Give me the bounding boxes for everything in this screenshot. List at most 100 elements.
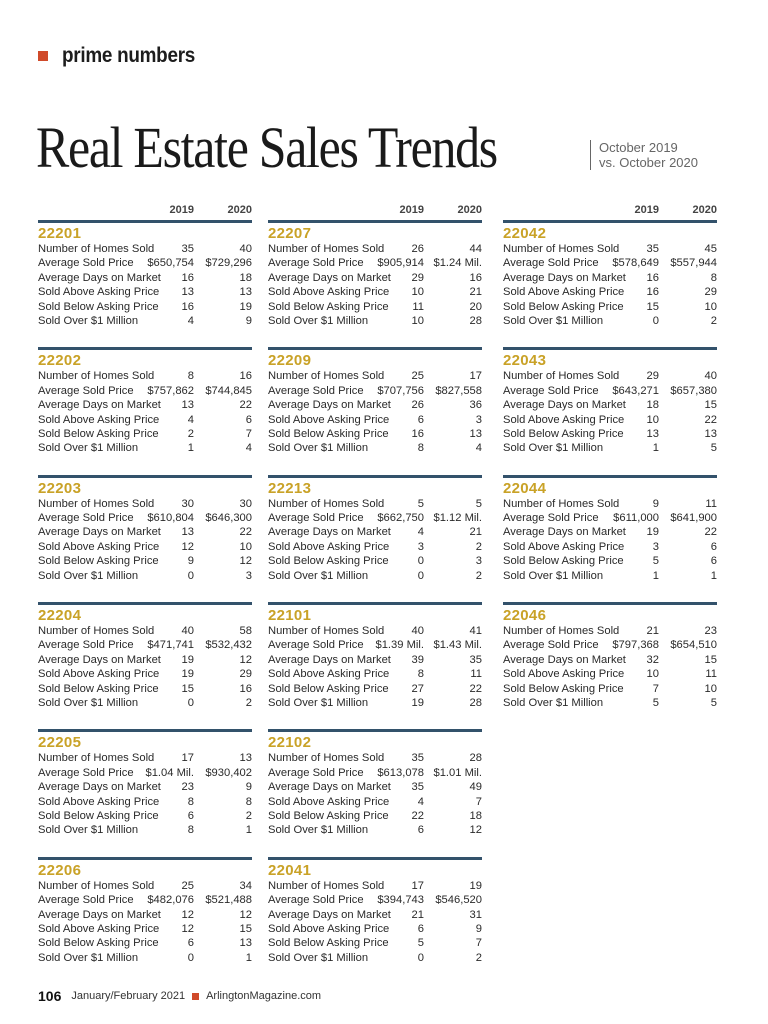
website-link[interactable]: ArlingtonMagazine.com xyxy=(206,990,322,1002)
value-2019: 10 xyxy=(411,286,424,299)
stat-row: Sold Below Asking Price 27 22 xyxy=(268,682,482,696)
stat-row: Number of Homes Sold 40 58 xyxy=(38,624,252,638)
value-2019: $613,078 xyxy=(377,766,424,779)
stat-label: Average Days on Market xyxy=(503,653,626,666)
stat-row: Number of Homes Sold 5 5 xyxy=(268,497,482,511)
value-2020: 12 xyxy=(239,555,252,568)
stat-row: Sold Below Asking Price 13 13 xyxy=(503,427,717,441)
value-2019: 4 xyxy=(187,413,194,426)
page-number: 106 xyxy=(38,988,62,1004)
stat-label: Sold Below Asking Price xyxy=(268,427,389,440)
stat-label: Sold Above Asking Price xyxy=(268,286,390,299)
value-2019: 8 xyxy=(417,668,424,681)
divider-rule xyxy=(268,347,482,351)
stat-row: Sold Below Asking Price 11 20 xyxy=(268,300,482,314)
subtitle-line1: October 2019 xyxy=(599,140,678,155)
value-2020: 29 xyxy=(704,286,717,299)
value-2020: 7 xyxy=(245,427,252,440)
value-2020: $930,402 xyxy=(205,766,252,779)
stat-row: Average Sold Price $650,754 $729,296 xyxy=(38,256,252,270)
stat-label: Average Sold Price xyxy=(38,766,134,779)
value-2020: 6 xyxy=(710,540,717,553)
zip-stats-block: 22209 Number of Homes Sold 25 17 Average Sol… xyxy=(268,347,482,455)
stat-row: Average Days on Market 23 9 xyxy=(38,780,252,794)
stat-label: Average Sold Price xyxy=(503,639,599,652)
value-2019: $1.39 Mil. xyxy=(375,639,424,652)
value-2020: 40 xyxy=(704,370,717,383)
value-2019: 5 xyxy=(417,497,424,510)
value-2019: 4 xyxy=(417,795,424,808)
stat-row: Sold Below Asking Price 9 12 xyxy=(38,554,252,568)
value-2019: 6 xyxy=(187,937,194,950)
zip-stats-block: 22043 Number of Homes Sold 29 40 Average Sol… xyxy=(503,347,717,455)
stat-label: Sold Above Asking Price xyxy=(503,668,625,681)
value-2019: 0 xyxy=(187,696,194,709)
zip-stats-block: 22042 Number of Homes Sold 35 45 Average Sol… xyxy=(503,220,717,328)
stat-row: Average Sold Price $578,649 $557,944 xyxy=(503,256,717,270)
value-2020: $1.12 Mil. xyxy=(433,512,482,525)
stat-label: Number of Homes Sold xyxy=(38,752,155,765)
stat-label: Sold Below Asking Price xyxy=(268,555,389,568)
stat-label: Average Days on Market xyxy=(268,908,391,921)
value-2019: 39 xyxy=(411,653,424,666)
stat-row: Number of Homes Sold 30 30 xyxy=(38,497,252,511)
stat-label: Average Days on Market xyxy=(268,526,391,539)
value-2019: 12 xyxy=(181,922,194,935)
divider-rule xyxy=(38,347,252,351)
value-2019: 12 xyxy=(181,908,194,921)
value-2020: 28 xyxy=(469,696,482,709)
stat-row: Sold Below Asking Price 6 13 xyxy=(38,936,252,950)
value-2020: 21 xyxy=(469,286,482,299)
year-2020-label: 2020 xyxy=(227,204,252,216)
value-2020: 15 xyxy=(704,653,717,666)
value-2019: 5 xyxy=(652,696,659,709)
value-2020: 1 xyxy=(245,824,252,837)
stat-row: Average Sold Price $797,368 $654,510 xyxy=(503,638,717,652)
stat-row: Sold Below Asking Price 16 19 xyxy=(38,300,252,314)
stat-row: Sold Over $1 Million 6 12 xyxy=(268,823,482,837)
divider-rule xyxy=(38,602,252,606)
value-2019: 9 xyxy=(187,555,194,568)
stat-label: Average Days on Market xyxy=(268,781,391,794)
zip-code-heading: 22213 xyxy=(268,479,312,497)
stat-label: Sold Over $1 Million xyxy=(503,696,604,709)
value-2019: 8 xyxy=(187,370,194,383)
stat-label: Average Sold Price xyxy=(503,257,599,270)
value-2019: 3 xyxy=(652,540,659,553)
value-2020: 58 xyxy=(239,625,252,638)
value-2019: 29 xyxy=(411,271,424,284)
value-2020: $557,944 xyxy=(670,257,717,270)
value-2019: 6 xyxy=(187,809,194,822)
value-2020: $827,558 xyxy=(435,384,482,397)
value-2020: 21 xyxy=(469,526,482,539)
stat-row: Average Days on Market 19 22 xyxy=(503,525,717,539)
zip-stats-block: 22204 Number of Homes Sold 40 58 Average Sol… xyxy=(38,602,252,710)
stat-label: Number of Homes Sold xyxy=(503,370,620,383)
value-2020: 16 xyxy=(469,271,482,284)
value-2019: 19 xyxy=(411,696,424,709)
stat-row: Number of Homes Sold 25 17 xyxy=(268,369,482,383)
section-tag: prime numbers xyxy=(38,44,210,68)
stat-label: Number of Homes Sold xyxy=(503,625,620,638)
stat-row: Sold Above Asking Price 12 15 xyxy=(38,922,252,936)
value-2019: 27 xyxy=(411,682,424,695)
divider-rule xyxy=(38,220,252,223)
value-2019: 9 xyxy=(652,497,659,510)
value-2019: 13 xyxy=(181,526,194,539)
red-square-icon xyxy=(192,992,200,1000)
value-2019: 7 xyxy=(652,682,659,695)
value-2020: 35 xyxy=(469,653,482,666)
stat-row: Sold Over $1 Million 0 2 xyxy=(38,696,252,710)
value-2019: 1 xyxy=(652,569,659,582)
value-2019: 1 xyxy=(187,442,194,455)
stat-row: Average Days on Market 19 12 xyxy=(38,653,252,667)
value-2019: $611,000 xyxy=(613,512,659,525)
zip-code-heading: 22204 xyxy=(38,607,82,625)
value-2019: 6 xyxy=(417,413,424,426)
year-2019-label: 2019 xyxy=(169,204,194,216)
stat-label: Sold Below Asking Price xyxy=(268,682,389,695)
value-2020: 41 xyxy=(469,625,482,638)
value-2019: 16 xyxy=(181,271,194,284)
stat-row: Number of Homes Sold 8 16 xyxy=(38,369,252,383)
stat-row: Sold Below Asking Price 7 10 xyxy=(503,682,717,696)
